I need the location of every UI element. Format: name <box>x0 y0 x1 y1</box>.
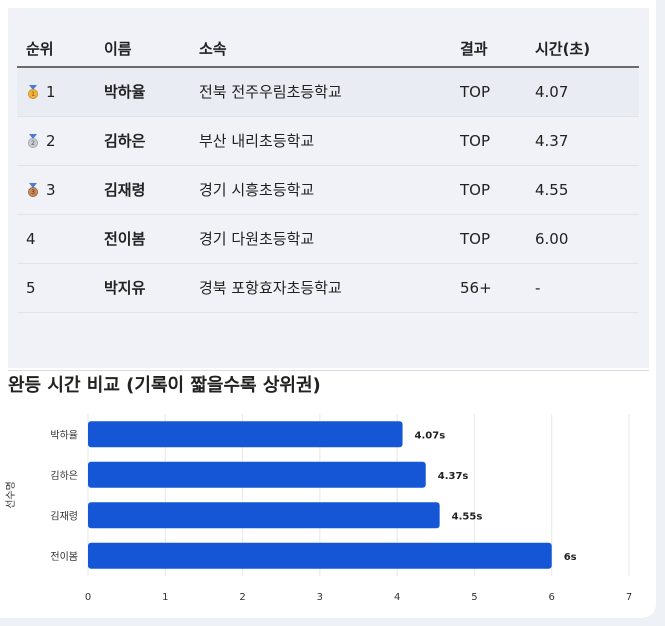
header-result: 결과 <box>460 40 488 58</box>
rank-cell: 4 <box>26 230 36 248</box>
header-time: 시간(초) <box>535 40 591 58</box>
time-cell: 6.00 <box>535 230 569 248</box>
bar <box>88 421 403 448</box>
category-label: 전이봄 <box>50 551 78 563</box>
rank-value: 3 <box>46 181 56 199</box>
name-cell: 김하은 <box>104 132 146 150</box>
school-cell: 전북 전주우림초등학교 <box>199 83 342 101</box>
bar <box>88 461 426 488</box>
school-cell: 경기 시흥초등학교 <box>199 181 315 199</box>
x-tick-label: 0 <box>85 592 91 603</box>
time-cell: - <box>535 279 541 297</box>
x-tick-label: 4 <box>394 592 400 603</box>
category-label: 김하은 <box>50 469 78 482</box>
category-label: 김재령 <box>50 510 78 522</box>
bar <box>88 542 552 569</box>
result-cell: TOP <box>460 83 491 101</box>
time-cell: 4.37 <box>535 132 569 150</box>
x-tick-label: 1 <box>162 592 168 603</box>
header-name: 이름 <box>104 40 132 58</box>
x-tick-label: 2 <box>239 592 245 603</box>
school-cell: 부산 내리초등학교 <box>199 132 315 150</box>
x-tick-label: 7 <box>626 592 632 603</box>
svg-text:3: 3 <box>31 189 35 196</box>
section-divider <box>8 370 649 371</box>
x-tick-label: 3 <box>317 592 323 603</box>
name-cell: 김재령 <box>104 181 146 199</box>
header-rank: 순위 <box>26 40 54 58</box>
bar <box>88 502 440 529</box>
table-row: 5 박지유 경북 포항효자초등학교 56+ - <box>17 264 639 313</box>
result-cell: 56+ <box>460 279 492 297</box>
name-cell: 전이봄 <box>104 230 146 248</box>
svg-text:2: 2 <box>31 140 35 147</box>
gold-medal-icon: 1 <box>28 85 38 99</box>
time-cell: 4.55 <box>535 181 569 199</box>
y-axis-title: 선수명 <box>5 481 17 509</box>
value-label: 4.37s <box>438 471 469 482</box>
value-label: 4.07s <box>415 430 446 441</box>
value-label: 6s <box>564 552 577 563</box>
school-cell: 경북 포항효자초등학교 <box>199 279 342 297</box>
header-divider <box>17 66 639 68</box>
name-cell: 박하율 <box>104 83 146 101</box>
result-cell: TOP <box>460 230 491 248</box>
rank-cell: 5 <box>26 279 36 297</box>
header-school: 소속 <box>199 40 227 58</box>
result-cell: TOP <box>460 181 491 199</box>
svg-text:1: 1 <box>31 91 35 98</box>
rank-value: 2 <box>46 132 56 150</box>
bar-chart: 0 1 2 3 4 5 6 7 박하율 4.07s 김하은 4.37s 김재령 4.55s 전이봄 6s 선수명 <box>5 414 632 603</box>
x-tick-label: 5 <box>471 592 477 603</box>
category-label: 박하율 <box>50 428 78 441</box>
school-cell: 경기 다원초등학교 <box>199 230 315 248</box>
time-cell: 4.07 <box>535 83 569 101</box>
rank-value: 1 <box>46 83 56 101</box>
table-row: 4 전이봄 경기 다원초등학교 TOP 6.00 <box>17 215 639 264</box>
chart-title: 완등 시간 비교 (기록이 짧을수록 상위권) <box>8 375 321 396</box>
name-cell: 박지유 <box>104 279 146 297</box>
value-label: 4.55s <box>452 511 483 522</box>
bronze-medal-icon: 3 <box>28 183 38 197</box>
x-tick-label: 6 <box>549 592 555 603</box>
result-cell: TOP <box>460 132 491 150</box>
silver-medal-icon: 2 <box>28 134 38 148</box>
